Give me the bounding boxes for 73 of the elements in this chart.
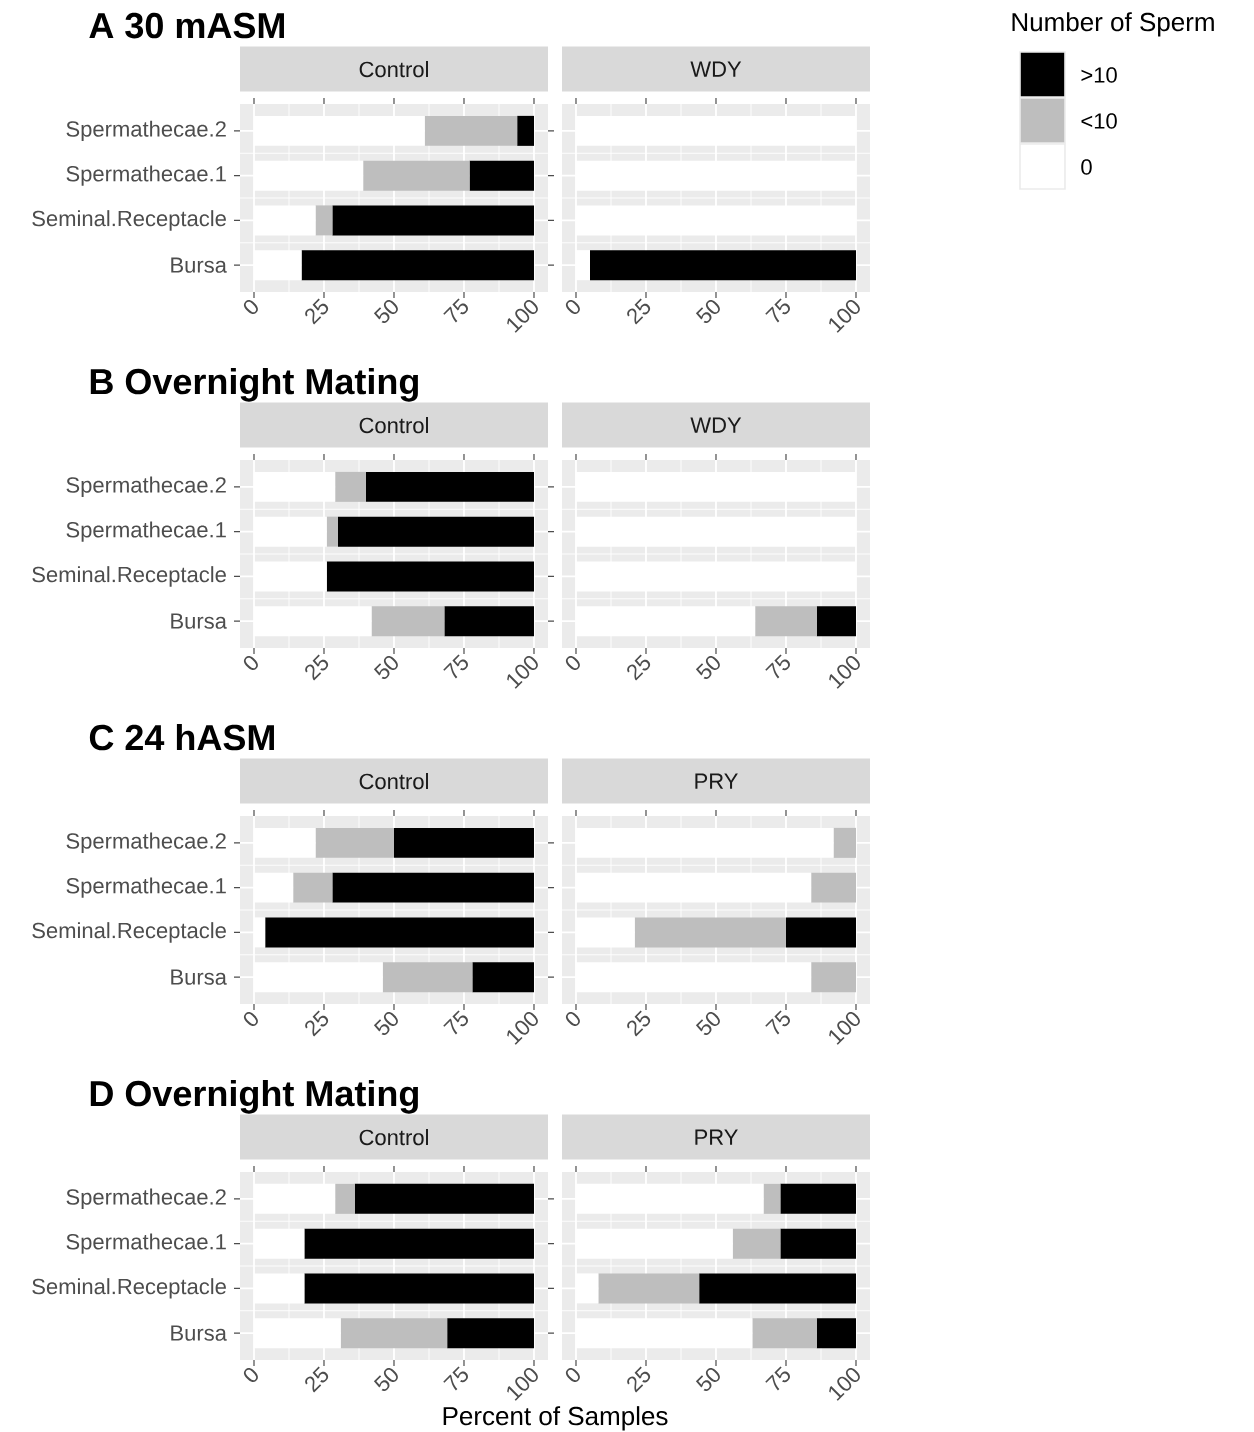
x-tick-label: 0	[243, 299, 258, 315]
x-tick-label: 25	[627, 1010, 651, 1037]
x-tick-label: 25	[305, 1010, 329, 1037]
x-tick-label: 75	[443, 298, 468, 323]
y-tick-label: Spermathecae.2	[66, 832, 226, 854]
chart-subtitle: PRY	[695, 773, 738, 789]
y-tick-label: Bursa	[171, 1325, 227, 1341]
x-tick-label: 25	[627, 298, 651, 325]
x-tick-label: 100	[829, 299, 860, 333]
y-tick-label: Spermathecae.2	[66, 120, 226, 142]
x-tick-label: 0	[565, 655, 580, 671]
chart-subtitle: WDY	[690, 417, 742, 433]
y-tick-label: Seminal.Receptacle	[32, 922, 226, 943]
chart-subtitle: Control	[359, 773, 428, 790]
x-tick-label: 0	[565, 1011, 580, 1027]
x-tick-label: 75	[765, 298, 790, 323]
x-tick-label: 75	[765, 1010, 790, 1035]
x-tick-label: 75	[765, 1366, 790, 1391]
legend-label: <10	[1081, 113, 1117, 129]
x-tick-label: 100	[829, 1011, 860, 1045]
chart-title: A 30 mASM	[89, 12, 284, 39]
x-tick-label: 25	[627, 654, 651, 681]
x-tick-label: 0	[243, 655, 258, 671]
x-tick-label: 75	[443, 1010, 468, 1035]
x-tick-label: 50	[373, 299, 398, 324]
chart-title: B Overnight Mating	[90, 367, 418, 402]
y-tick-label: Spermathecae.1	[66, 165, 226, 186]
y-tick-label: Seminal.Receptacle	[32, 210, 226, 231]
y-tick-label: Spermathecae.1	[66, 521, 226, 542]
x-tick-label: 50	[695, 299, 720, 324]
x-tick-label: 75	[765, 654, 790, 679]
x-tick-label: 0	[565, 1367, 580, 1383]
x-tick-label: 100	[507, 655, 538, 689]
x-tick-label: 50	[373, 1011, 398, 1036]
x-axis-title: Percent of Samples	[443, 1406, 668, 1431]
y-tick-label: Spermathecae.1	[66, 877, 226, 898]
x-tick-label: 50	[373, 1367, 398, 1392]
x-tick-label: 75	[443, 654, 468, 679]
chart-subtitle: Control	[359, 61, 428, 78]
y-tick-label: Spermathecae.1	[66, 1233, 226, 1254]
y-tick-label: Seminal.Receptacle	[32, 566, 226, 587]
x-tick-label: 100	[829, 655, 860, 689]
chart-subtitle: WDY	[690, 61, 742, 77]
x-tick-label: 0	[565, 299, 580, 315]
chart-subtitle: PRY	[695, 1129, 738, 1145]
x-tick-label: 50	[695, 655, 720, 680]
x-tick-label: 100	[829, 1367, 860, 1401]
y-tick-label: Seminal.Receptacle	[32, 1278, 226, 1299]
legend-label: >10	[1081, 67, 1117, 83]
x-tick-label: 75	[443, 1366, 468, 1391]
x-tick-label: 25	[305, 1366, 329, 1393]
x-tick-label: 50	[373, 655, 398, 680]
y-tick-label: Bursa	[171, 613, 227, 629]
x-tick-label: 100	[507, 1011, 538, 1045]
x-tick-label: 100	[507, 299, 538, 333]
chart-title: C 24 hASM	[89, 723, 274, 751]
legend-label: 0	[1081, 159, 1092, 175]
x-tick-label: 0	[243, 1011, 258, 1027]
y-tick-label: Spermathecae.2	[66, 1188, 226, 1210]
y-tick-label: Bursa	[171, 257, 227, 273]
y-tick-label: Spermathecae.2	[66, 476, 226, 498]
x-tick-label: 50	[695, 1011, 720, 1036]
chart-subtitle: Control	[359, 1129, 428, 1146]
x-tick-label: 0	[243, 1367, 258, 1382]
chart-title: D Overnight Mating	[90, 1079, 418, 1114]
x-tick-label: 25	[627, 1366, 651, 1393]
x-tick-label: 25	[305, 298, 329, 325]
x-tick-label: 50	[695, 1367, 720, 1392]
x-tick-label: 25	[305, 654, 329, 681]
legend-title: Number of Sperm	[1012, 12, 1214, 37]
x-tick-label: 100	[507, 1367, 538, 1401]
chart-subtitle: Control	[359, 417, 428, 434]
y-tick-label: Bursa	[171, 969, 227, 985]
